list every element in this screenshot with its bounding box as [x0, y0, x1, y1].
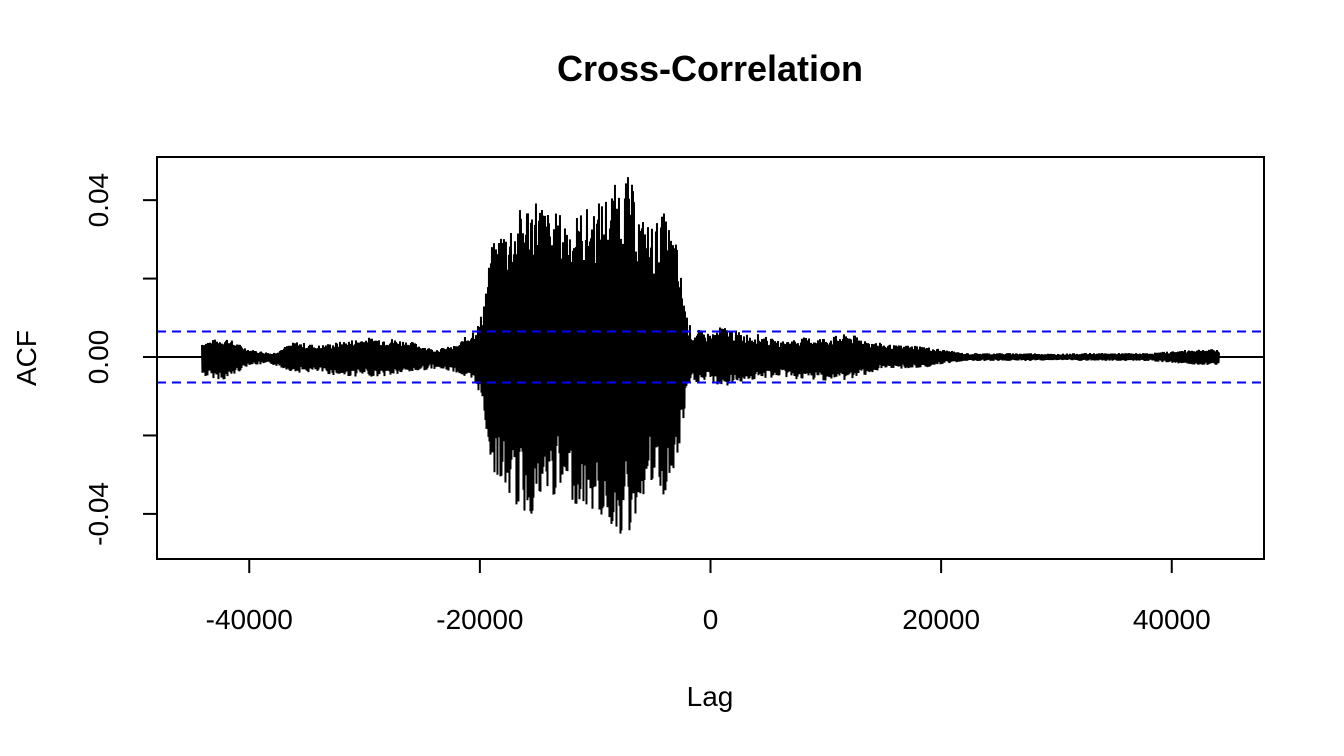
x-axis: -40000 -20000 0 20000 40000 [206, 558, 1211, 635]
x-tick-label: 20000 [902, 604, 980, 635]
series-layer [157, 177, 1264, 534]
y-axis-label: ACF [11, 330, 42, 386]
x-axis-label: Lag [687, 681, 734, 712]
y-tick-label: 0.00 [83, 330, 114, 385]
x-tick-label: -20000 [436, 604, 523, 635]
x-tick-label: -40000 [206, 604, 293, 635]
y-axis: -0.04 0.00 0.04 [83, 173, 158, 546]
reference-lines [157, 330, 1264, 384]
acf-series-line [200, 177, 1220, 534]
y-tick-label: 0.04 [83, 173, 114, 228]
x-tick-label: 40000 [1133, 604, 1211, 635]
chart-title: Cross-Correlation [557, 48, 863, 89]
y-tick-label: -0.04 [83, 482, 114, 546]
x-tick-label: 0 [703, 604, 719, 635]
